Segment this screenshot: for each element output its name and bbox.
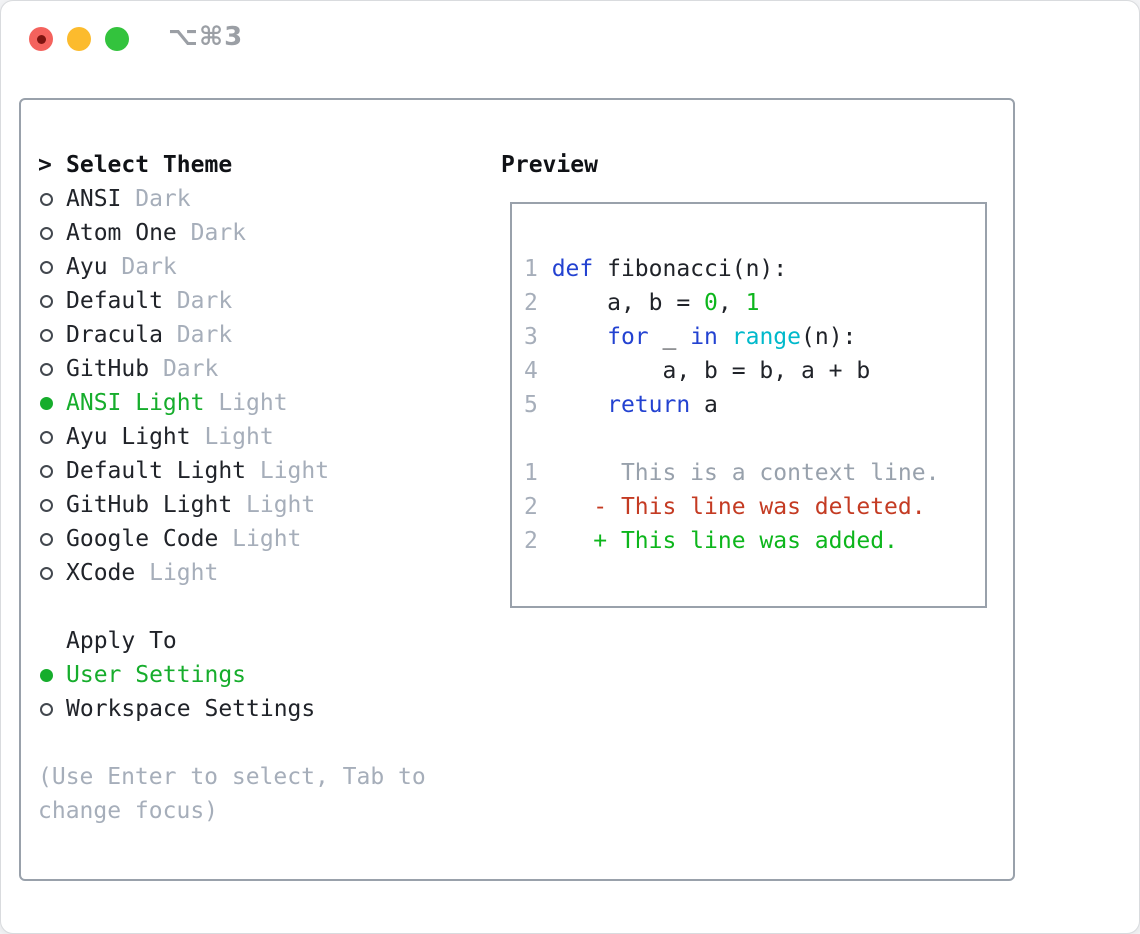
theme-picker: > Select Theme ANSI Dark Atom One Dark Ayu Da… [38,148,470,828]
traffic-lights [29,27,129,51]
theme-picker-panel: > Select Theme ANSI Dark Atom One Dark Ayu Da… [19,98,1015,881]
window-shortcut-label: ⌥⌘3 [168,22,244,52]
theme-variant-tag: Dark [176,322,233,348]
theme-variant-tag: Dark [135,186,191,212]
code-line: 1 This is a context line. [524,460,940,486]
option-label: Ayu Light [66,424,191,450]
radio-icon [38,430,66,444]
option-label: ANSI Light [66,390,205,416]
theme-option[interactable]: Dracula Dark [38,318,470,352]
option-label: GitHub Light [66,492,233,518]
theme-option[interactable]: Google Code Light [38,522,470,556]
theme-option[interactable]: GitHub Dark [38,352,470,386]
code-line: 2 - This line was deleted. [524,494,926,520]
code-line: 5 return a [524,392,718,418]
radio-selected-icon [38,396,66,410]
zoom-button[interactable] [105,27,129,51]
radio-icon [38,260,66,274]
theme-variant-tag: Light [218,390,288,416]
code-line [524,422,985,456]
theme-variant-tag: Dark [176,288,233,314]
hint-spacer [38,726,470,760]
radio-icon [38,498,66,512]
theme-option[interactable]: ANSI Light Light [38,386,470,420]
option-label: User Settings [66,662,247,688]
preview-title: Preview [501,152,598,178]
code-line: 2 + This line was added. [524,528,898,554]
code-line: 2 a, b = 0, 1 [524,290,760,316]
apply-to-header: Apply To [38,624,470,658]
option-label: Default Light [66,458,247,484]
theme-option[interactable]: Default Dark [38,284,470,318]
option-label: Workspace Settings [66,696,316,722]
radio-icon [38,226,66,240]
theme-list: ANSI Dark Atom One Dark Ayu Dark Default Dark Dr… [38,182,470,590]
radio-icon [38,464,66,478]
theme-option[interactable]: Atom One Dark [38,216,470,250]
apply-to-option[interactable]: User Settings [38,658,470,692]
theme-variant-tag: Light [259,458,330,484]
theme-variant-tag: Dark [121,254,177,280]
radio-icon [38,702,66,716]
theme-variant-tag: Light [232,526,302,552]
option-label: ANSI [66,186,122,212]
theme-option[interactable]: ANSI Dark [38,182,470,216]
radio-icon [38,532,66,546]
theme-variant-tag: Light [149,560,219,586]
minimize-button[interactable] [67,27,91,51]
code-line: 1 def fibonacci(n): [524,256,788,282]
radio-icon [38,294,66,308]
option-label: Dracula [66,322,163,348]
radio-icon [38,362,66,376]
select-theme-header: > Select Theme [38,148,470,182]
theme-variant-tag: Light [204,424,274,450]
select-theme-title: Select Theme [66,152,233,178]
prompt-arrow-icon: > [38,152,52,178]
radio-selected-icon [38,668,66,682]
titlebar: ⌥⌘3 [1,1,1139,77]
apply-to-title: Apply To [66,628,177,654]
radio-icon [38,328,66,342]
option-label: XCode [66,560,136,586]
code-line: 3 for _ in range(n): [524,324,857,350]
theme-option[interactable]: Default Light Light [38,454,470,488]
apply-to-option[interactable]: Workspace Settings [38,692,470,726]
option-label: Default [66,288,163,314]
option-label: Ayu [66,254,108,280]
close-button[interactable] [29,27,53,51]
radio-icon [38,566,66,580]
option-label: Atom One [66,220,177,246]
close-button-dot-icon [36,34,46,44]
keyboard-hint: (Use Enter to select, Tab to change focu… [38,764,426,824]
preview-code: 1 def fibonacci(n): 2 a, b = 0, 1 3 for _ … [512,204,985,558]
theme-option[interactable]: Ayu Dark [38,250,470,284]
preview-box: 1 def fibonacci(n): 2 a, b = 0, 1 3 for _ … [510,202,987,608]
option-label: Google Code [66,526,219,552]
apply-to-list: User Settings Workspace Settings [38,658,470,726]
theme-option[interactable]: Ayu Light Light [38,420,470,454]
theme-option[interactable]: XCode Light [38,556,470,590]
theme-option[interactable]: GitHub Light Light [38,488,470,522]
theme-variant-tag: Light [246,492,316,518]
theme-variant-tag: Dark [162,356,219,382]
theme-variant-tag: Dark [190,220,247,246]
option-label: GitHub [66,356,150,382]
radio-icon [38,192,66,206]
list-spacer [38,590,470,624]
code-line: 4 a, b = b, a + b [524,358,871,384]
